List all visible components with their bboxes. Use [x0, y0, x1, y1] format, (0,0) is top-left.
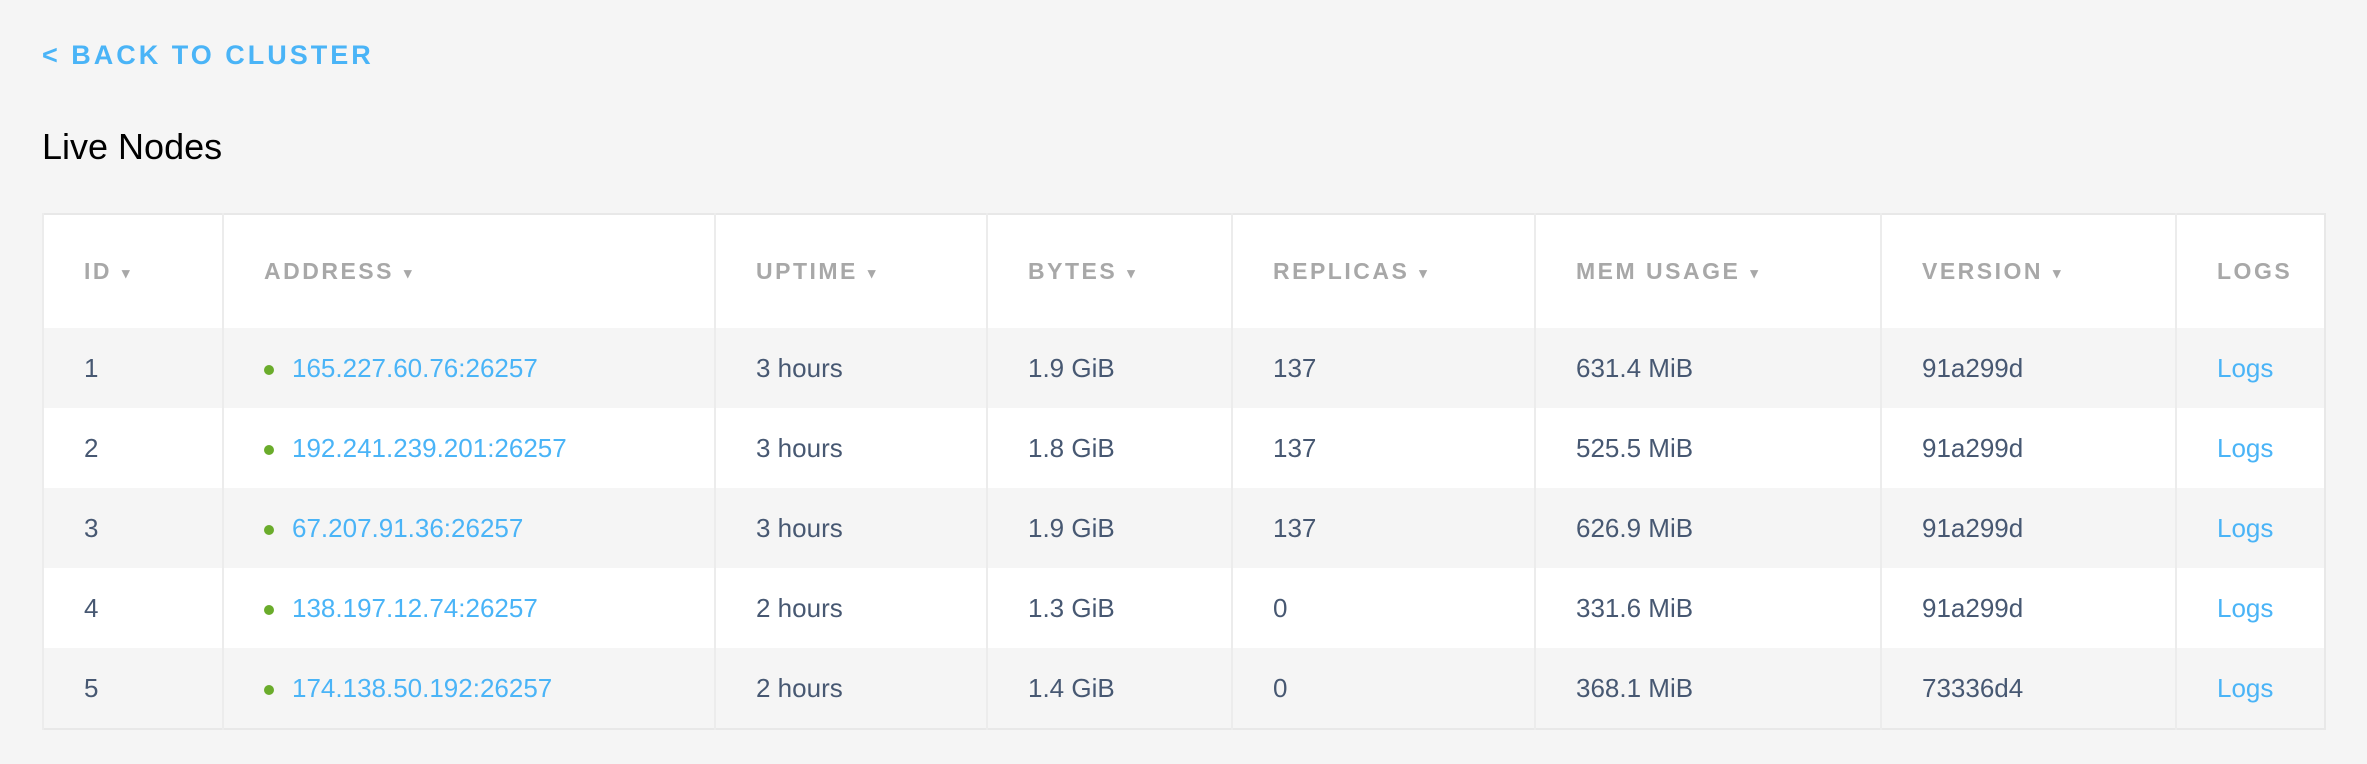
- cell-logs: Logs: [2175, 408, 2325, 488]
- cell-bytes: 1.3 GiB: [986, 568, 1232, 648]
- column-header-version[interactable]: VERSION ▾: [1880, 214, 2176, 328]
- column-header-id[interactable]: ID ▾: [42, 214, 223, 328]
- cell-version: 91a299d: [1880, 408, 2176, 488]
- cell-bytes: 1.8 GiB: [986, 408, 1232, 488]
- cell-address: 138.197.12.74:26257: [222, 568, 715, 648]
- logs-link[interactable]: Logs: [2217, 592, 2274, 623]
- cell-replicas: 137: [1231, 328, 1535, 408]
- cell-address: 165.227.60.76:26257: [222, 328, 715, 408]
- cell-bytes: 1.9 GiB: [986, 328, 1232, 408]
- header-label: UPTIME: [756, 258, 858, 284]
- cell-logs: Logs: [2175, 568, 2325, 648]
- cell-uptime: 3 hours: [714, 328, 987, 408]
- table-row: 5 174.138.50.192:26257 2 hours 1.4 GiB 0 368.…: [42, 648, 2325, 729]
- cell-replicas: 0: [1231, 568, 1535, 648]
- header-label: VERSION: [1922, 258, 2044, 284]
- cell-replicas: 0: [1231, 648, 1535, 729]
- page-title: Live Nodes: [42, 126, 223, 167]
- sort-arrow-icon: ▾: [1419, 264, 1430, 282]
- sort-arrow-icon: ▾: [1750, 264, 1761, 282]
- sort-arrow-icon: ▾: [122, 264, 133, 282]
- cell-uptime: 3 hours: [714, 408, 987, 488]
- table-row: 1 165.227.60.76:26257 3 hours 1.9 GiB 137 631…: [42, 328, 2325, 408]
- status-dot-icon: [264, 444, 274, 455]
- cell-replicas: 137: [1231, 408, 1535, 488]
- logs-link[interactable]: Logs: [2217, 352, 2274, 383]
- column-header-address[interactable]: ADDRESS ▾: [222, 214, 715, 328]
- cell-uptime: 2 hours: [714, 648, 987, 729]
- cell-address: 174.138.50.192:26257: [222, 648, 715, 729]
- status-dot-icon: [264, 364, 274, 375]
- live-nodes-table: ID ▾ ADDRESS ▾ UPTIME ▾ BYTES ▾ REPLICAS ▾ ME…: [42, 213, 2326, 730]
- node-address-link[interactable]: 165.227.60.76:26257: [292, 352, 538, 383]
- cell-version: 91a299d: [1880, 568, 2176, 648]
- cell-id: 4: [42, 568, 223, 648]
- cell-logs: Logs: [2175, 488, 2325, 568]
- column-header-uptime[interactable]: UPTIME ▾: [714, 214, 987, 328]
- logs-link[interactable]: Logs: [2217, 432, 2274, 463]
- cell-uptime: 3 hours: [714, 488, 987, 568]
- header-label: ID: [84, 258, 112, 284]
- cell-mem-usage: 631.4 MiB: [1534, 328, 1881, 408]
- sort-arrow-icon: ▾: [2053, 264, 2064, 282]
- header-label: LOGS: [2217, 258, 2293, 284]
- cell-logs: Logs: [2175, 648, 2325, 729]
- cell-id: 1: [42, 328, 223, 408]
- cell-replicas: 137: [1231, 488, 1535, 568]
- cell-mem-usage: 626.9 MiB: [1534, 488, 1881, 568]
- node-address-link[interactable]: 192.241.239.201:26257: [292, 432, 567, 463]
- cell-address: 67.207.91.36:26257: [222, 488, 715, 568]
- cell-bytes: 1.4 GiB: [986, 648, 1232, 729]
- header-label: REPLICAS: [1273, 258, 1410, 284]
- header-label: MEM USAGE: [1576, 258, 1741, 284]
- header-label: ADDRESS: [264, 258, 394, 284]
- cell-version: 73336d4: [1880, 648, 2176, 729]
- logs-link[interactable]: Logs: [2217, 512, 2274, 543]
- back-to-cluster-link[interactable]: < BACK TO CLUSTER: [42, 40, 374, 70]
- cell-id: 3: [42, 488, 223, 568]
- cell-id: 2: [42, 408, 223, 488]
- table-header-row: ID ▾ ADDRESS ▾ UPTIME ▾ BYTES ▾ REPLICAS ▾ ME…: [42, 214, 2325, 328]
- node-address-link[interactable]: 67.207.91.36:26257: [292, 512, 524, 543]
- table-row: 4 138.197.12.74:26257 2 hours 1.3 GiB 0 331.6…: [42, 568, 2325, 648]
- header-label: BYTES: [1028, 258, 1118, 284]
- status-dot-icon: [264, 684, 274, 695]
- cell-mem-usage: 368.1 MiB: [1534, 648, 1881, 729]
- logs-link[interactable]: Logs: [2217, 672, 2274, 703]
- status-dot-icon: [264, 524, 274, 535]
- cell-mem-usage: 525.5 MiB: [1534, 408, 1881, 488]
- column-header-bytes[interactable]: BYTES ▾: [986, 214, 1232, 328]
- cell-address: 192.241.239.201:26257: [222, 408, 715, 488]
- column-header-logs: LOGS: [2175, 214, 2325, 328]
- node-address-link[interactable]: 174.138.50.192:26257: [292, 672, 553, 703]
- table-row: 2 192.241.239.201:26257 3 hours 1.8 GiB 137 5…: [42, 408, 2325, 488]
- cell-id: 5: [42, 648, 223, 729]
- cell-version: 91a299d: [1880, 488, 2176, 568]
- column-header-mem-usage[interactable]: MEM USAGE ▾: [1534, 214, 1881, 328]
- column-header-replicas[interactable]: REPLICAS ▾: [1231, 214, 1535, 328]
- sort-arrow-icon: ▾: [1127, 264, 1138, 282]
- cell-mem-usage: 331.6 MiB: [1534, 568, 1881, 648]
- status-dot-icon: [264, 604, 274, 615]
- cell-uptime: 2 hours: [714, 568, 987, 648]
- cell-version: 91a299d: [1880, 328, 2176, 408]
- cell-logs: Logs: [2175, 328, 2325, 408]
- sort-arrow-icon: ▾: [403, 264, 414, 282]
- sort-arrow-icon: ▾: [867, 264, 878, 282]
- node-address-link[interactable]: 138.197.12.74:26257: [292, 592, 538, 623]
- cell-bytes: 1.9 GiB: [986, 488, 1232, 568]
- table-row: 3 67.207.91.36:26257 3 hours 1.9 GiB 137 626.…: [42, 488, 2325, 568]
